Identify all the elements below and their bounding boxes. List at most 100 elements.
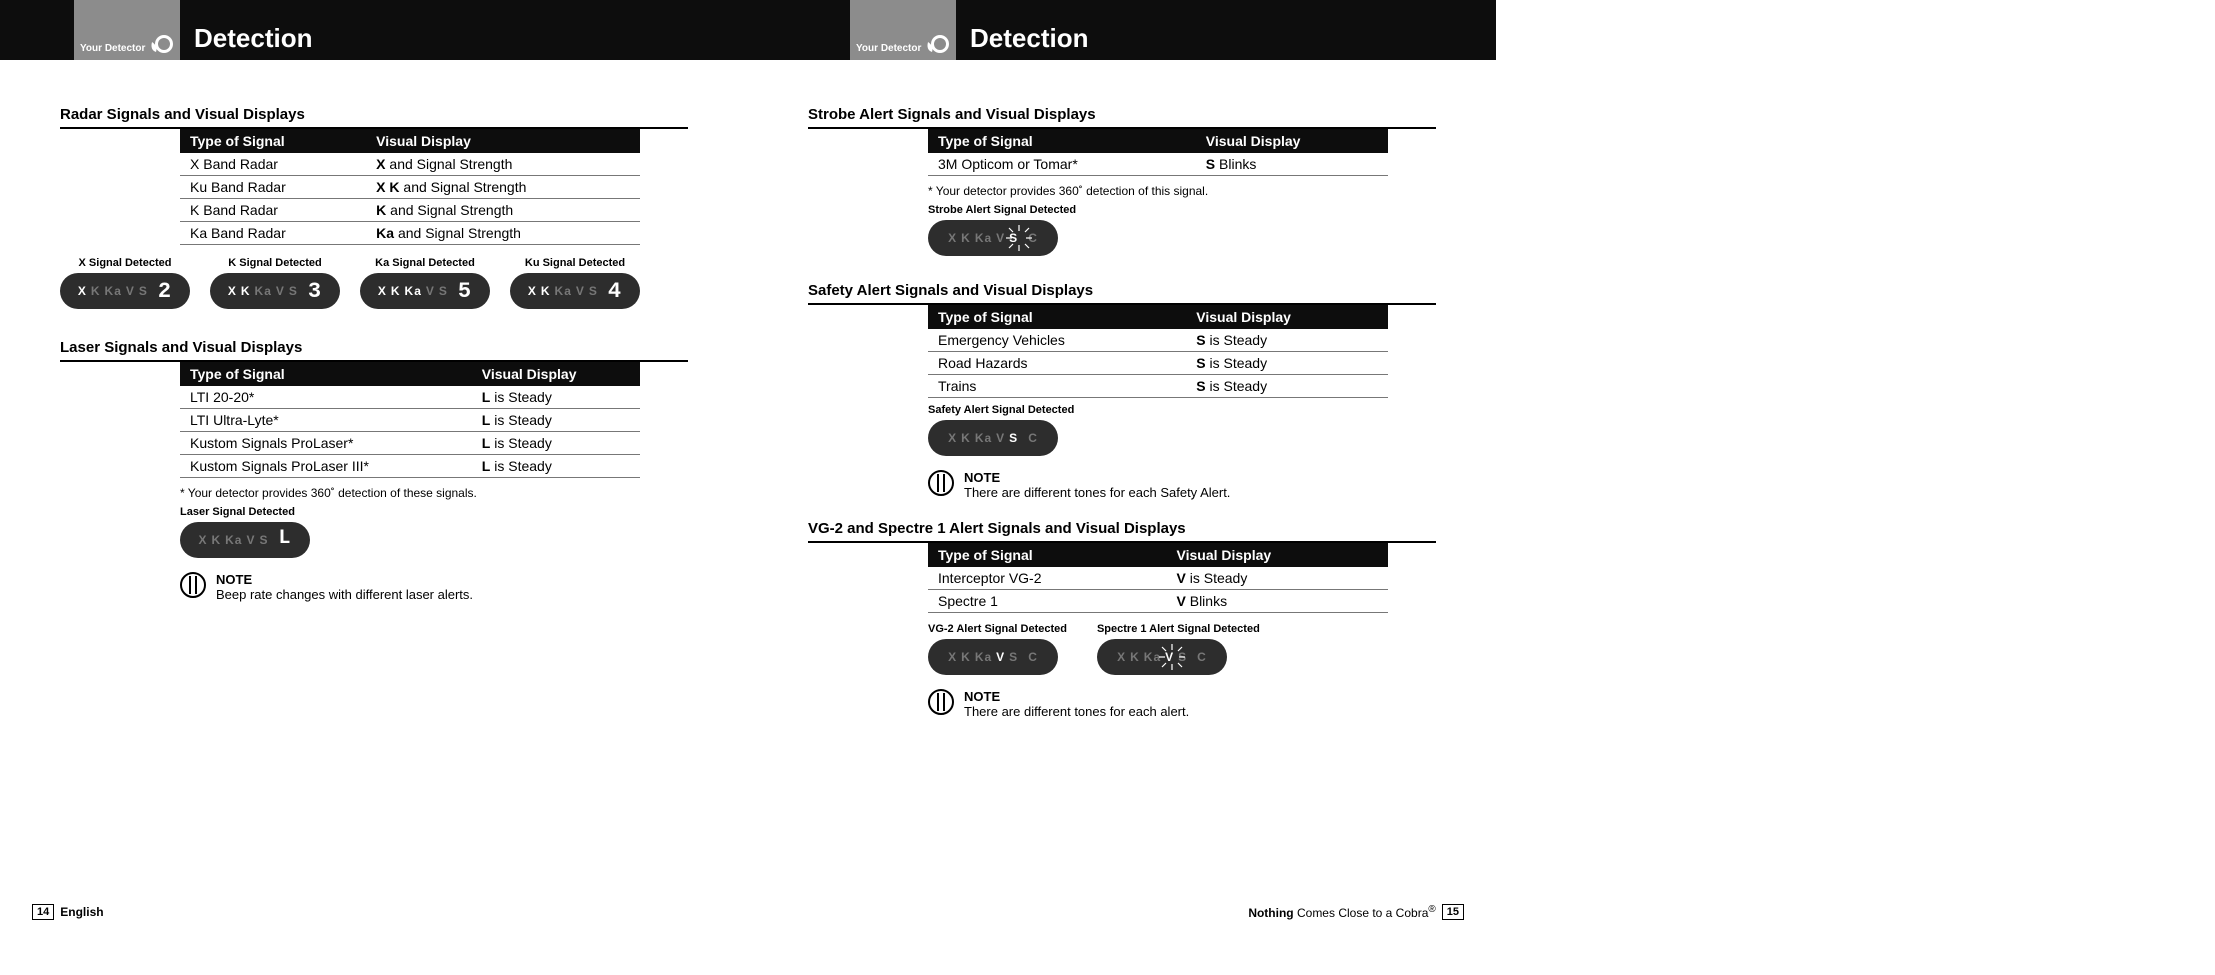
pill-caption-ka: Ka Signal Detected (375, 257, 475, 269)
pill-letter: X (1117, 650, 1126, 664)
safety-pill-caption: Safety Alert Signal Detected (928, 404, 1436, 416)
vg-pill-col: VG-2 Alert Signal Detected XKKaVSC (928, 623, 1067, 675)
note-body: There are different tones for each alert… (964, 704, 1189, 719)
pill-letter: C (1197, 650, 1207, 664)
rest-text: and Signal Strength (394, 225, 521, 241)
pill-letter-on: V (996, 650, 1005, 664)
pill-letter: Ka (255, 284, 272, 298)
pill-k: XKKaVS3 (210, 273, 340, 309)
pill-letter-on: K (541, 284, 551, 298)
table-row: 3M Opticom or Tomar*S Blinks (928, 153, 1388, 176)
pill-letter-on: S (1009, 431, 1018, 445)
pill-letter: S (589, 284, 598, 298)
cell-type: Interceptor VG-2 (928, 567, 1167, 590)
pill-letter: S (289, 284, 298, 298)
cell-type: LTI 20-20* (180, 386, 472, 409)
pill-letter: V (246, 533, 255, 547)
pages-container: Radar Signals and Visual Displays Type o… (0, 60, 1496, 940)
pill-letter-on: Ka (405, 284, 422, 298)
pill-letter: V (426, 284, 435, 298)
bold-letter: Ka (376, 225, 394, 241)
cell-display: S is Steady (1186, 329, 1388, 352)
footer-bold: Nothing (1248, 906, 1293, 920)
bold-letter: S (1206, 156, 1215, 172)
vg-pill-row: VG-2 Alert Signal Detected XKKaVSC Spect… (928, 623, 1436, 675)
safety-pill-block: Safety Alert Signal Detected XKKaVSC (928, 404, 1436, 456)
table-row: Spectre 1V Blinks (928, 590, 1388, 613)
rest-text: and Signal Strength (386, 202, 513, 218)
pill-letter: V (576, 284, 585, 298)
th-type: Type of Signal (180, 129, 366, 153)
rest-text: is Steady (490, 435, 551, 451)
pill-digit: 2 (158, 279, 172, 304)
page-number: 14 (32, 904, 54, 920)
header-mid-gap (720, 0, 850, 60)
th-display: Visual Display (472, 362, 640, 386)
pill-caption-ku: Ku Signal Detected (525, 257, 625, 269)
note-text: NOTE Beep rate changes with different la… (216, 572, 473, 602)
cell-display: Ka and Signal Strength (366, 222, 640, 245)
note-icon (928, 689, 954, 715)
rest-text: is Steady (1206, 355, 1267, 371)
footer-tagline: Nothing Comes Close to a Cobra® (1248, 904, 1435, 920)
pill-letter: V (996, 431, 1005, 445)
laser-section-title: Laser Signals and Visual Displays (60, 339, 688, 362)
note-body: There are different tones for each Safet… (964, 485, 1230, 500)
rest-text: and Signal Strength (386, 156, 513, 172)
th-type: Type of Signal (928, 543, 1167, 567)
pill-letter: Ka (975, 650, 992, 664)
table-row: Emergency VehiclesS is Steady (928, 329, 1388, 352)
cell-type: K Band Radar (180, 199, 366, 222)
pill-letter: S (260, 533, 269, 547)
table-row: Road HazardsS is Steady (928, 352, 1388, 375)
safety-section-title: Safety Alert Signals and Visual Displays (808, 282, 1436, 305)
cell-display: L is Steady (472, 409, 640, 432)
pill-letter: X (948, 231, 957, 245)
bold-letter: V (1177, 570, 1186, 586)
th-display: Visual Display (1186, 305, 1388, 329)
laser-pill-block: Laser Signal Detected XKKaVSL (180, 506, 688, 558)
pill-letter: V (996, 231, 1005, 245)
cell-display: K and Signal Strength (366, 199, 640, 222)
cell-type: Spectre 1 (928, 590, 1167, 613)
strobe-section-title: Strobe Alert Signals and Visual Displays (808, 106, 1436, 129)
pill-digit: 4 (608, 279, 622, 304)
pill-letter: Ka (105, 284, 122, 298)
cell-display: S is Steady (1186, 375, 1388, 398)
th-display: Visual Display (1196, 129, 1388, 153)
table-row: Ka Band RadarKa and Signal Strength (180, 222, 640, 245)
safety-table: Type of Signal Visual Display Emergency … (928, 305, 1388, 398)
vg-table: Type of Signal Visual Display Intercepto… (928, 543, 1388, 613)
pill-letter: X (948, 431, 957, 445)
your-detector-label-r: Your Detector (856, 43, 921, 54)
cell-display: L is Steady (472, 455, 640, 478)
pill-letter: S (139, 284, 148, 298)
laser-note: NOTE Beep rate changes with different la… (180, 572, 688, 602)
header-title-left: Detection (180, 23, 720, 60)
bold-letter: K (376, 202, 386, 218)
note-heading: NOTE (964, 470, 1230, 485)
laser-footnote: * Your detector provides 360˚ detection … (180, 486, 688, 500)
pill-letter: C (1028, 431, 1038, 445)
rest-text: is Steady (1186, 570, 1247, 586)
table-header-row: Type of Signal Visual Display (180, 129, 640, 153)
radar-section-title: Radar Signals and Visual Displays (60, 106, 688, 129)
table-row: TrainsS is Steady (928, 375, 1388, 398)
vg-section-title: VG-2 and Spectre 1 Alert Signals and Vis… (808, 520, 1436, 543)
pill-letter: K (91, 284, 101, 298)
radar-table: Type of Signal Visual Display X Band Rad… (180, 129, 640, 245)
pill-letter: K (961, 231, 971, 245)
pill-letter-on: K (391, 284, 401, 298)
rest-text: is Steady (490, 458, 551, 474)
pill-col-ka: Ka Signal Detected XKKaVS5 (360, 257, 490, 309)
table-row: K Band RadarK and Signal Strength (180, 199, 640, 222)
pill-caption-k: K Signal Detected (228, 257, 322, 269)
your-detector-label: Your Detector (80, 43, 145, 54)
cell-display: X and Signal Strength (366, 153, 640, 176)
radar-pill-row: X Signal Detected XKKaVS2 K Signal Detec… (60, 257, 688, 309)
pill-letter: Ka (975, 231, 992, 245)
pill-letter: X (198, 533, 207, 547)
page-number: 15 (1442, 904, 1464, 920)
pill-letter: X (948, 650, 957, 664)
strobe-pill-block: Strobe Alert Signal Detected XKKaVSC (928, 204, 1436, 256)
